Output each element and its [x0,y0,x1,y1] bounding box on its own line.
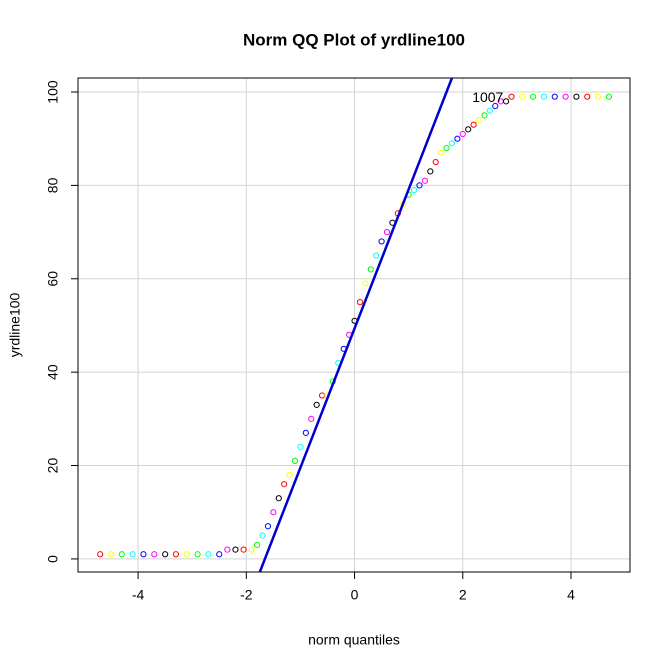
point [367,266,374,273]
point [502,98,510,105]
point [183,551,190,558]
point [270,509,277,516]
point [297,443,304,450]
point [432,158,439,166]
point [286,471,293,478]
point [172,551,180,558]
point [291,457,299,464]
x-tick-label: 4 [567,587,575,603]
point [240,546,247,553]
x-tick-label: 0 [351,587,359,603]
point [97,551,104,558]
point [448,140,456,147]
point [281,481,288,488]
point [205,551,212,558]
point [302,429,309,436]
y-tick-label: 40 [45,364,61,380]
y-tick-label: 20 [45,458,61,474]
y-tick-label: 100 [45,80,61,104]
point [465,126,472,133]
point [481,112,488,119]
point [378,238,385,245]
point [416,182,423,189]
point [259,532,266,539]
point [275,495,282,502]
y-axis-label: yrdline100 [7,292,23,357]
point [140,551,147,558]
point [194,551,201,558]
point [475,116,483,124]
point [232,546,239,553]
point [492,102,499,110]
point [421,177,428,184]
point [356,299,364,306]
annotation: 1007 [472,89,503,105]
point [373,252,380,259]
point [454,135,461,142]
point [216,551,223,558]
point [427,168,434,175]
point [486,107,493,114]
point [410,186,418,194]
point [129,551,136,558]
point [459,130,466,138]
point [264,523,272,530]
x-tick-label: 2 [459,587,467,603]
x-tick-label: -2 [240,587,253,603]
point [118,551,125,558]
point [470,121,477,128]
point [151,551,158,558]
point [594,93,602,100]
point [438,149,445,156]
point [573,93,580,100]
plot-frame [77,77,631,573]
point [508,93,515,100]
point [530,93,537,100]
y-tick-label: 80 [45,177,61,193]
point [519,93,526,100]
y-tick-label: 60 [45,271,61,287]
point [562,93,569,100]
point [443,144,450,152]
point [107,551,115,558]
point [362,280,369,287]
point [584,93,591,100]
point [248,546,255,553]
x-tick-label: -4 [132,587,145,603]
point [254,541,261,549]
chart-title: Norm QQ Plot of yrdline100 [243,30,465,49]
point [308,415,315,422]
y-tick-label: 0 [45,555,61,563]
point [551,93,558,100]
point [605,93,612,100]
point [540,93,548,100]
point [383,228,391,236]
point [162,551,169,558]
reference-line [258,78,454,572]
point [313,401,320,408]
x-axis-label: norm quantiles [308,632,400,648]
point [224,546,231,553]
